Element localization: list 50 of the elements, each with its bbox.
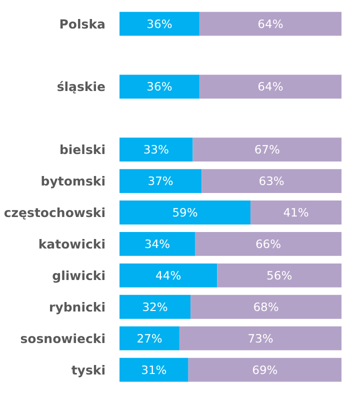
data-label: 69% xyxy=(252,362,278,377)
data-label: 31% xyxy=(141,362,167,377)
data-label: 59% xyxy=(172,206,198,220)
bar xyxy=(190,294,342,319)
bar xyxy=(194,232,342,256)
data-label: 66% xyxy=(255,236,282,251)
data-label: 64% xyxy=(258,80,284,94)
y-tick-label: gliwicki xyxy=(52,268,106,283)
data-label: 37% xyxy=(148,174,174,188)
bar xyxy=(120,326,180,350)
y-tick-label: rybnicki xyxy=(49,299,106,314)
data-label: 32% xyxy=(142,300,168,314)
data-label: 64% xyxy=(258,16,284,31)
bar xyxy=(179,326,342,350)
bar xyxy=(120,232,195,256)
y-tick-label: częstochowski xyxy=(4,205,106,220)
data-label: 36% xyxy=(146,16,172,31)
bar xyxy=(120,74,200,99)
bar xyxy=(250,200,342,224)
data-label: 63% xyxy=(258,174,284,188)
bar xyxy=(120,12,200,36)
data-label: 41% xyxy=(283,206,309,220)
bar xyxy=(120,138,193,162)
y-tick-label: śląskie xyxy=(56,79,106,94)
bar xyxy=(120,263,218,288)
bar xyxy=(217,263,342,288)
bar xyxy=(192,138,342,162)
y-tick-label: bielski xyxy=(59,142,106,158)
data-label: 34% xyxy=(144,236,170,251)
data-label: 27% xyxy=(136,331,162,346)
bar xyxy=(120,294,191,319)
bar xyxy=(120,200,250,224)
y-tick-label: bytomski xyxy=(40,174,106,189)
y-tick-label: tyski xyxy=(71,362,106,378)
y-tick-label: Polska xyxy=(59,16,106,32)
bar xyxy=(188,358,342,382)
bar xyxy=(199,12,342,36)
data-label: 33% xyxy=(143,142,169,157)
bar xyxy=(120,358,188,382)
y-tick-label: sosnowiecki xyxy=(20,330,106,346)
data-label: 73% xyxy=(248,331,274,346)
data-label: 36% xyxy=(146,80,172,94)
bar xyxy=(120,169,202,194)
bar xyxy=(199,74,342,99)
data-label: 68% xyxy=(253,300,279,314)
y-tick-label: katowicki xyxy=(38,236,106,252)
bar xyxy=(202,169,342,194)
data-label: 67% xyxy=(254,142,280,157)
data-label: 44% xyxy=(156,268,182,282)
data-label: 56% xyxy=(266,268,292,282)
